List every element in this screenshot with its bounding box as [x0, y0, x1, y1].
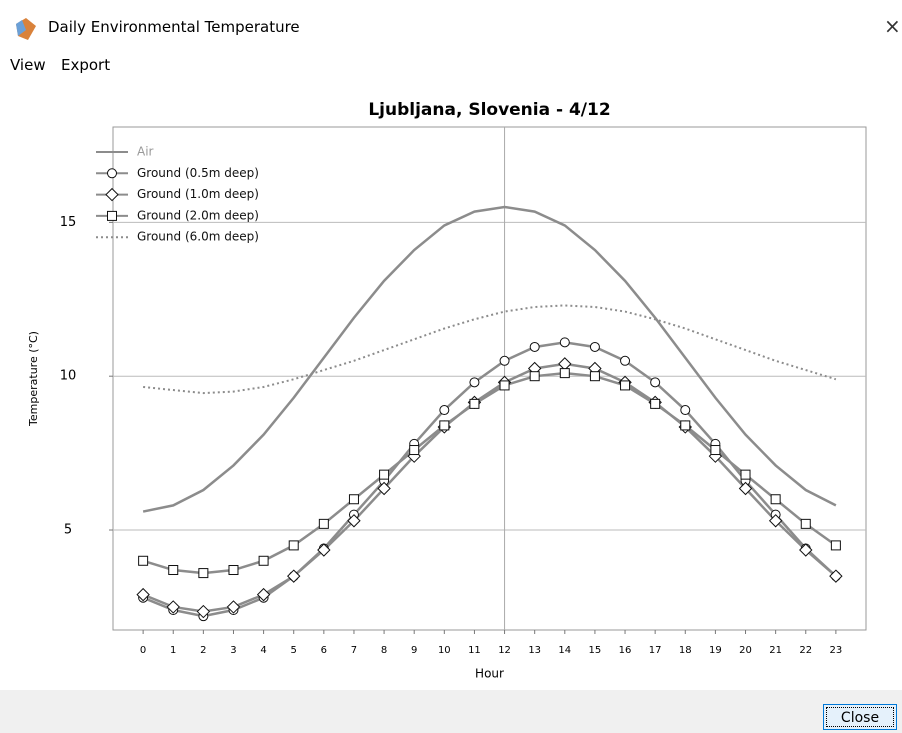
diamond-marker: [287, 569, 301, 583]
x-axis-label: Hour: [475, 667, 504, 681]
legend-label: Ground (1.0m deep): [137, 187, 259, 201]
square-marker: [318, 518, 329, 529]
x-tick-label: 23: [830, 645, 843, 656]
app-icon: [16, 18, 36, 40]
close-button[interactable]: Close: [823, 704, 897, 730]
series-line: [142, 341, 837, 618]
square-marker: [710, 445, 721, 456]
x-tick-label: 16: [619, 645, 632, 656]
x-tick-label: 1: [170, 645, 176, 656]
diamond-marker: [347, 514, 361, 528]
x-tick-label: 3: [230, 645, 236, 656]
legend-label: Air: [137, 145, 154, 159]
square-marker: [409, 445, 420, 456]
window-title: Daily Environmental Temperature: [48, 18, 300, 36]
legend-label: Ground (0.5m deep): [137, 166, 259, 180]
square-marker: [379, 469, 390, 480]
circle-marker: [107, 168, 117, 179]
square-marker: [228, 565, 239, 576]
series-line: [142, 371, 837, 575]
circle-marker: [499, 355, 510, 366]
x-tick-label: 17: [649, 645, 662, 656]
square-marker: [529, 371, 540, 382]
x-tick-label: 7: [351, 645, 357, 656]
diamond-marker: [226, 600, 241, 614]
diamond-marker: [256, 587, 271, 602]
legend-label: Ground (2.0m deep): [137, 208, 259, 222]
series-line: [142, 205, 837, 513]
x-tick-label: 20: [739, 645, 752, 656]
menu-item[interactable]: View: [10, 56, 46, 74]
square-marker: [107, 210, 117, 221]
x-tick-label: 10: [438, 645, 451, 656]
diamond-marker: [196, 604, 211, 619]
circle-marker: [469, 377, 480, 388]
x-tick-label: 19: [709, 645, 722, 656]
square-marker: [288, 540, 299, 551]
footer-bar: [0, 690, 902, 733]
y-tick-label: 10: [60, 369, 77, 384]
diamond-marker: [317, 543, 331, 557]
diamond-marker: [738, 481, 753, 496]
y-axis-label: Temperature (°C): [27, 331, 40, 427]
x-tick-label: 8: [381, 645, 387, 656]
x-tick-label: 18: [679, 645, 692, 656]
square-marker: [258, 555, 269, 566]
x-tick-label: 12: [498, 645, 511, 656]
square-marker: [499, 380, 510, 391]
circle-marker: [620, 355, 631, 366]
diamond-marker: [377, 481, 391, 496]
x-tick-label: 6: [321, 645, 327, 656]
diamond-marker: [829, 569, 843, 583]
x-tick-label: 5: [291, 645, 297, 656]
x-tick-label: 4: [260, 645, 266, 656]
diamond-marker: [768, 514, 783, 528]
plot-frame: [112, 126, 867, 631]
square-marker: [348, 494, 359, 505]
circle-marker: [559, 337, 570, 348]
square-marker: [168, 565, 179, 576]
y-tick-label: 5: [64, 523, 72, 538]
chart-title: Ljubljana, Slovenia - 4/12: [368, 100, 610, 120]
chart: Ljubljana, Slovenia - 4/12 Hour Temperatur…: [27, 100, 867, 681]
diamond-marker: [799, 543, 813, 557]
square-marker: [469, 398, 480, 409]
square-marker: [650, 398, 661, 409]
square-marker: [589, 371, 600, 382]
diamond-marker: [166, 600, 180, 614]
x-tick-label: 0: [140, 645, 146, 656]
x-tick-label: 22: [799, 645, 812, 656]
series-line: [143, 304, 837, 395]
square-marker: [439, 420, 450, 431]
square-marker: [198, 568, 209, 579]
circle-marker: [680, 405, 691, 416]
x-tick-label: 11: [468, 645, 481, 656]
x-tick-label: 9: [411, 645, 417, 656]
x-tick-label: 2: [200, 645, 206, 656]
menu-item[interactable]: Export: [61, 56, 111, 74]
x-tick-label: 14: [558, 645, 571, 656]
x-tick-label: 15: [589, 645, 602, 656]
square-marker: [559, 368, 570, 379]
x-tick-label: 21: [769, 645, 782, 656]
square-marker: [620, 380, 631, 391]
circle-marker: [589, 341, 600, 352]
square-marker: [680, 420, 691, 431]
legend-label: Ground (6.0m deep): [137, 230, 259, 244]
circle-marker: [529, 341, 540, 352]
square-marker: [830, 540, 841, 551]
square-marker: [138, 555, 149, 566]
close-icon[interactable]: ×: [884, 14, 901, 38]
square-marker: [800, 518, 811, 529]
y-tick-label: 15: [60, 215, 77, 230]
square-marker: [770, 494, 781, 505]
circle-marker: [439, 405, 450, 416]
x-tick-label: 13: [528, 645, 541, 656]
diamond-marker: [136, 587, 150, 602]
diamond-marker: [105, 187, 119, 202]
square-marker: [740, 469, 751, 480]
series-line: [142, 362, 837, 613]
circle-marker: [650, 377, 661, 388]
